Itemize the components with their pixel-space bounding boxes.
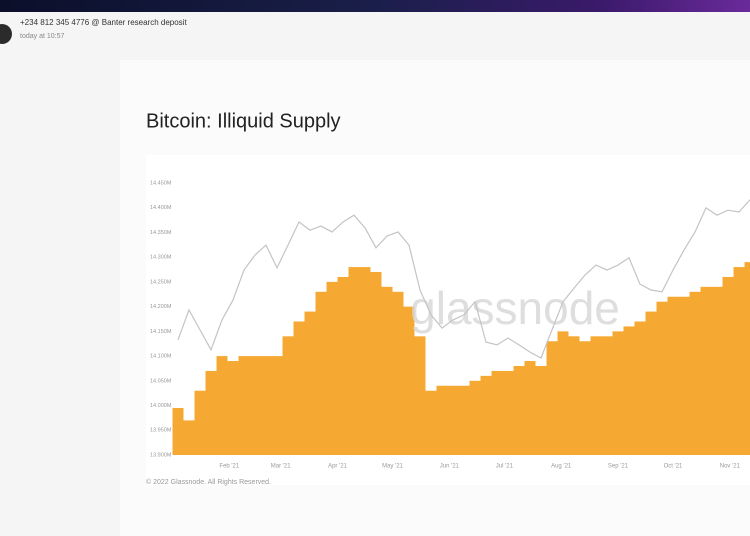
bar — [414, 336, 426, 455]
bar — [381, 286, 393, 455]
bar — [700, 286, 712, 455]
bar — [282, 336, 294, 455]
y-tick-label: 14.350M — [150, 230, 172, 236]
bar — [260, 356, 272, 455]
bar — [612, 331, 624, 455]
bar — [370, 272, 382, 455]
y-tick-label: 13.900M — [150, 452, 172, 458]
bar — [458, 385, 470, 455]
x-tick-label: Oct '21 — [664, 464, 683, 470]
y-tick-label: 14.250M — [150, 279, 172, 285]
y-tick-label: 14.150M — [150, 329, 172, 335]
y-tick-label: 14.450M — [150, 180, 172, 186]
timestamp: today at 10:57 — [20, 33, 65, 40]
bar — [744, 262, 750, 455]
x-tick-label: Jun '21 — [440, 464, 460, 470]
y-tick-label: 14.000M — [150, 403, 172, 409]
bar — [689, 291, 701, 455]
y-tick-label: 14.400M — [150, 205, 172, 211]
bar — [403, 306, 415, 455]
x-tick-label: May '21 — [382, 464, 403, 470]
bar — [249, 356, 261, 455]
bar — [469, 380, 481, 455]
bar — [271, 356, 283, 455]
bar — [546, 341, 558, 455]
bar — [293, 321, 305, 455]
bar — [634, 321, 646, 455]
bar — [623, 326, 635, 455]
bar — [326, 281, 338, 455]
bar — [205, 370, 217, 455]
bar — [315, 291, 327, 455]
y-tick-label: 14.050M — [150, 378, 172, 384]
x-tick-label: Mar '21 — [271, 464, 291, 470]
bar — [678, 296, 690, 455]
y-tick-label: 13.950M — [150, 428, 172, 434]
top-bar — [0, 0, 750, 12]
bar — [216, 356, 228, 455]
bar — [645, 311, 657, 455]
bar — [183, 420, 195, 455]
x-tick-label: Feb '21 — [219, 464, 239, 470]
bar — [601, 336, 613, 455]
bar — [513, 365, 525, 455]
bar — [436, 385, 448, 455]
bar — [194, 390, 206, 455]
bar — [667, 296, 679, 455]
x-tick-label: Apr '21 — [328, 464, 347, 470]
bar — [337, 276, 349, 455]
watermark: glassnode — [410, 282, 620, 334]
bar — [524, 361, 536, 455]
avatar[interactable] — [0, 24, 12, 44]
footer: © 2022 Glassnode. All Rights Reserved. — [146, 478, 271, 486]
sender[interactable]: +234 812 345 4776 @ Banter research depo… — [20, 18, 187, 27]
bar — [568, 336, 580, 455]
bar — [392, 291, 404, 455]
chart-title: Bitcoin: Illiquid Supply — [146, 110, 341, 132]
bar — [348, 267, 360, 455]
y-tick-label: 14.100M — [150, 354, 172, 360]
bar — [304, 311, 316, 455]
bar — [491, 370, 503, 455]
bar — [711, 286, 723, 455]
x-tick-label: Sep '21 — [608, 464, 629, 470]
bar — [227, 361, 239, 455]
bar — [502, 370, 514, 455]
bar — [590, 336, 602, 455]
bar — [557, 331, 569, 455]
bar — [535, 365, 547, 455]
y-tick-label: 14.200M — [150, 304, 172, 310]
bar — [480, 375, 492, 455]
bar — [579, 341, 591, 455]
bar — [733, 267, 745, 455]
price-line — [177, 199, 750, 359]
bar — [447, 385, 459, 455]
bar — [172, 408, 184, 455]
x-tick-label: Aug '21 — [551, 464, 572, 470]
bar — [425, 390, 437, 455]
bar — [656, 301, 668, 455]
bar — [722, 276, 734, 455]
bar — [359, 267, 371, 455]
x-tick-label: Jul '21 — [496, 464, 514, 470]
y-tick-label: 14.300M — [150, 255, 172, 261]
bar — [238, 356, 250, 455]
x-tick-label: Nov '21 — [720, 464, 741, 470]
